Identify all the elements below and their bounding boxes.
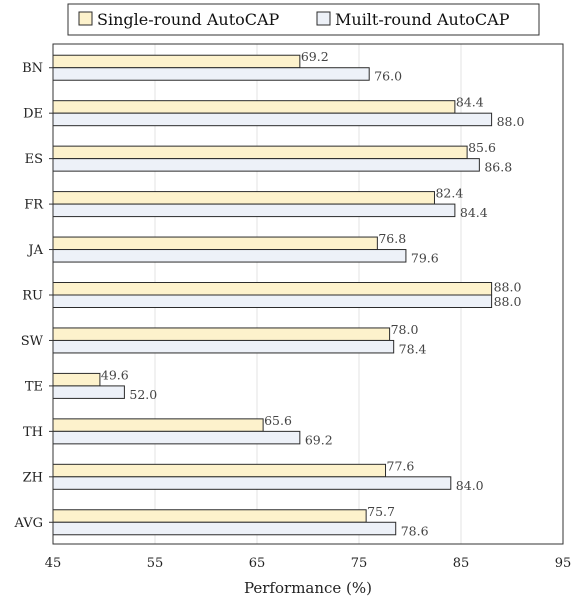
- data-label-AVG-series1: 75.7: [367, 504, 395, 519]
- bars: [52, 54, 493, 536]
- data-label-SW-series2: 78.4: [399, 341, 427, 356]
- data-label-TE-series1: 49.6: [101, 367, 129, 382]
- category-label-ZH: ZH: [23, 470, 43, 485]
- data-label-TE-series2: 52.0: [129, 387, 157, 402]
- legend: Single-round AutoCAP Muilt-round AutoCAP: [67, 3, 540, 36]
- bar-RU-series1: [52, 282, 493, 296]
- category-label-ES: ES: [25, 152, 43, 167]
- x-tick-label-45: 45: [45, 556, 62, 571]
- data-label-DE-series1: 84.4: [456, 95, 484, 110]
- bar-SW-series1: [52, 327, 391, 341]
- bar-FR-series2: [52, 203, 456, 218]
- bar-JA-series1: [52, 236, 378, 251]
- category-label-JA: JA: [26, 243, 43, 258]
- bar-TH-series2: [52, 430, 301, 445]
- x-tick-label-95: 95: [555, 556, 572, 571]
- x-tick-label-65: 65: [249, 556, 266, 571]
- bar-ZH-series1: [52, 463, 387, 478]
- category-label-TE: TE: [25, 379, 43, 394]
- bar-TE-series2: [52, 385, 125, 399]
- data-label-ES-series1: 85.6: [468, 140, 496, 155]
- legend-label-series2: Muilt-round AutoCAP: [335, 10, 510, 29]
- data-label-FR-series1: 82.4: [435, 186, 463, 201]
- category-label-RU: RU: [22, 289, 43, 304]
- x-axis-title: Performance (%): [244, 579, 372, 597]
- data-label-ZH-series2: 84.0: [456, 478, 484, 493]
- legend-box: [67, 3, 540, 36]
- bar-ES-series2: [52, 158, 480, 172]
- bar-ZH-series2: [52, 476, 452, 490]
- category-label-BN: BN: [22, 61, 43, 76]
- data-label-BN-series1: 69.2: [301, 49, 329, 64]
- category-label-FR: FR: [24, 198, 44, 213]
- data-label-RU-series2: 88.0: [494, 294, 522, 309]
- bar-ES-series1: [52, 145, 468, 160]
- data-label-JA-series1: 76.8: [378, 231, 406, 246]
- data-label-JA-series2: 79.6: [411, 251, 439, 266]
- bar-BN-series1: [52, 54, 301, 69]
- bar-BN-series2: [52, 67, 370, 81]
- x-tick-label-85: 85: [453, 556, 470, 571]
- bar-RU-series2: [52, 294, 493, 308]
- category-label-AVG: AVG: [13, 516, 43, 531]
- data-label-ES-series2: 86.8: [484, 160, 512, 175]
- data-label-TH-series1: 65.6: [264, 413, 292, 428]
- bar-AVG-series1: [52, 509, 367, 523]
- category-label-DE: DE: [23, 107, 43, 122]
- data-label-BN-series2: 76.0: [374, 69, 402, 84]
- data-label-TH-series2: 69.2: [305, 432, 333, 447]
- bar-DE-series2: [52, 112, 493, 127]
- legend-swatch-series1: [78, 11, 93, 26]
- axes: 45 55 65 75 85 95 BN DE ES FR JA RU SW TE TH ZH AVG: [13, 43, 572, 571]
- data-label-AVG-series2: 78.6: [401, 523, 429, 538]
- category-label-SW: SW: [21, 334, 44, 349]
- data-label-SW-series1: 78.0: [391, 322, 419, 337]
- bar-DE-series1: [52, 100, 456, 114]
- data-label-ZH-series1: 77.6: [387, 458, 415, 473]
- x-tick-label-55: 55: [147, 556, 164, 571]
- bar-AVG-series2: [52, 521, 397, 536]
- data-labels: 69.276.084.488.085.686.882.484.476.879.6…: [101, 49, 525, 538]
- legend-label-series1: Single-round AutoCAP: [97, 10, 280, 29]
- data-label-RU-series1: 88.0: [494, 280, 522, 295]
- bar-SW-series2: [52, 339, 395, 354]
- bar-TH-series1: [52, 418, 264, 432]
- bar-JA-series2: [52, 249, 407, 263]
- plot-frame: [52, 43, 564, 545]
- legend-swatch-series2: [316, 11, 331, 26]
- bar-FR-series1: [52, 191, 435, 205]
- category-label-TH: TH: [23, 425, 43, 440]
- bar-TE-series1: [52, 372, 101, 387]
- data-label-DE-series2: 88.0: [497, 114, 525, 129]
- x-tick-label-75: 75: [351, 556, 368, 571]
- data-label-FR-series2: 84.4: [460, 205, 488, 220]
